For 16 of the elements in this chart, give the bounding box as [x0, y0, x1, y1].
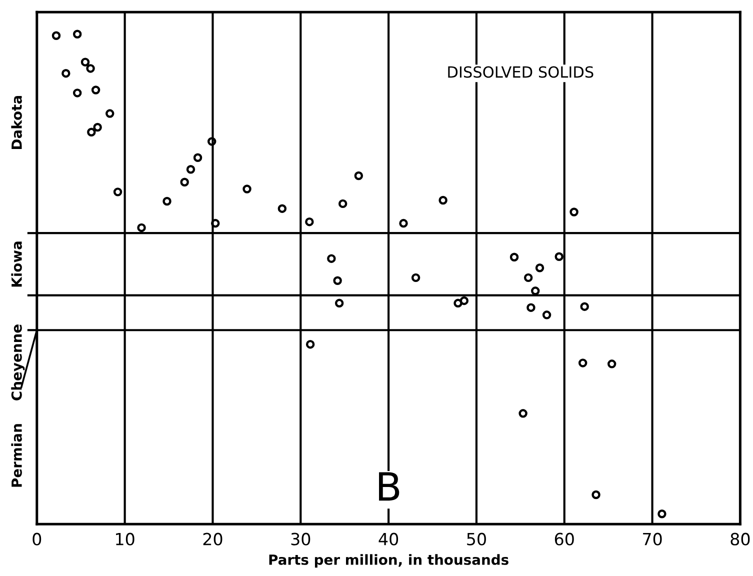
text: Cheyenne	[11, 324, 25, 400]
annotation: DISSOLVED SOLIDS	[448, 66, 594, 78]
x-tick-label: 40	[378, 532, 398, 546]
text: Dakota	[11, 96, 22, 149]
text: Permian	[11, 424, 22, 487]
x-tick-label: 30	[291, 532, 310, 546]
x-tick-label: 60	[554, 532, 574, 546]
x-axis-title: Parts per million, in thousands	[269, 554, 508, 568]
x-tick-label: 80	[730, 532, 750, 546]
x-tick-label: 20	[203, 532, 222, 546]
x-tick-label: 50	[467, 532, 486, 546]
x-tick-label: 0	[32, 532, 42, 546]
annotation: B	[379, 472, 400, 501]
x-tick-label: 70	[643, 532, 662, 546]
x-tick-label: 10	[116, 532, 134, 546]
text: Kiowa	[11, 242, 22, 287]
